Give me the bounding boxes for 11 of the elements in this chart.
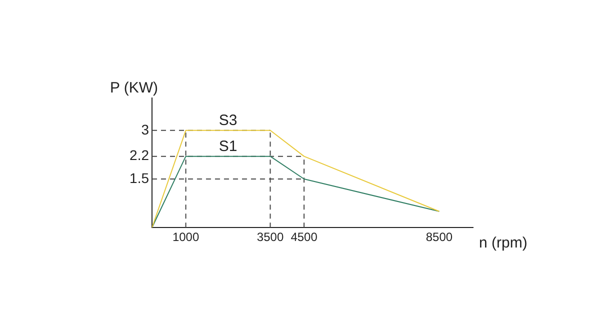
x-axis-title: n (rpm) (479, 234, 528, 252)
y-axis-title: P (KW) (110, 80, 158, 97)
x-tick-label: 8500 (426, 230, 453, 244)
series-label: S1 (218, 138, 238, 155)
x-tick-label: 3500 (256, 230, 284, 244)
y-tick-label: 1.5 (130, 170, 150, 186)
x-tick-label: 4500 (290, 230, 318, 244)
x-tick-label: 1000 (172, 230, 200, 244)
y-tick-label: 2.2 (130, 147, 150, 164)
series-label: S3 (218, 112, 238, 130)
y-tick-label: 3 (141, 121, 150, 138)
